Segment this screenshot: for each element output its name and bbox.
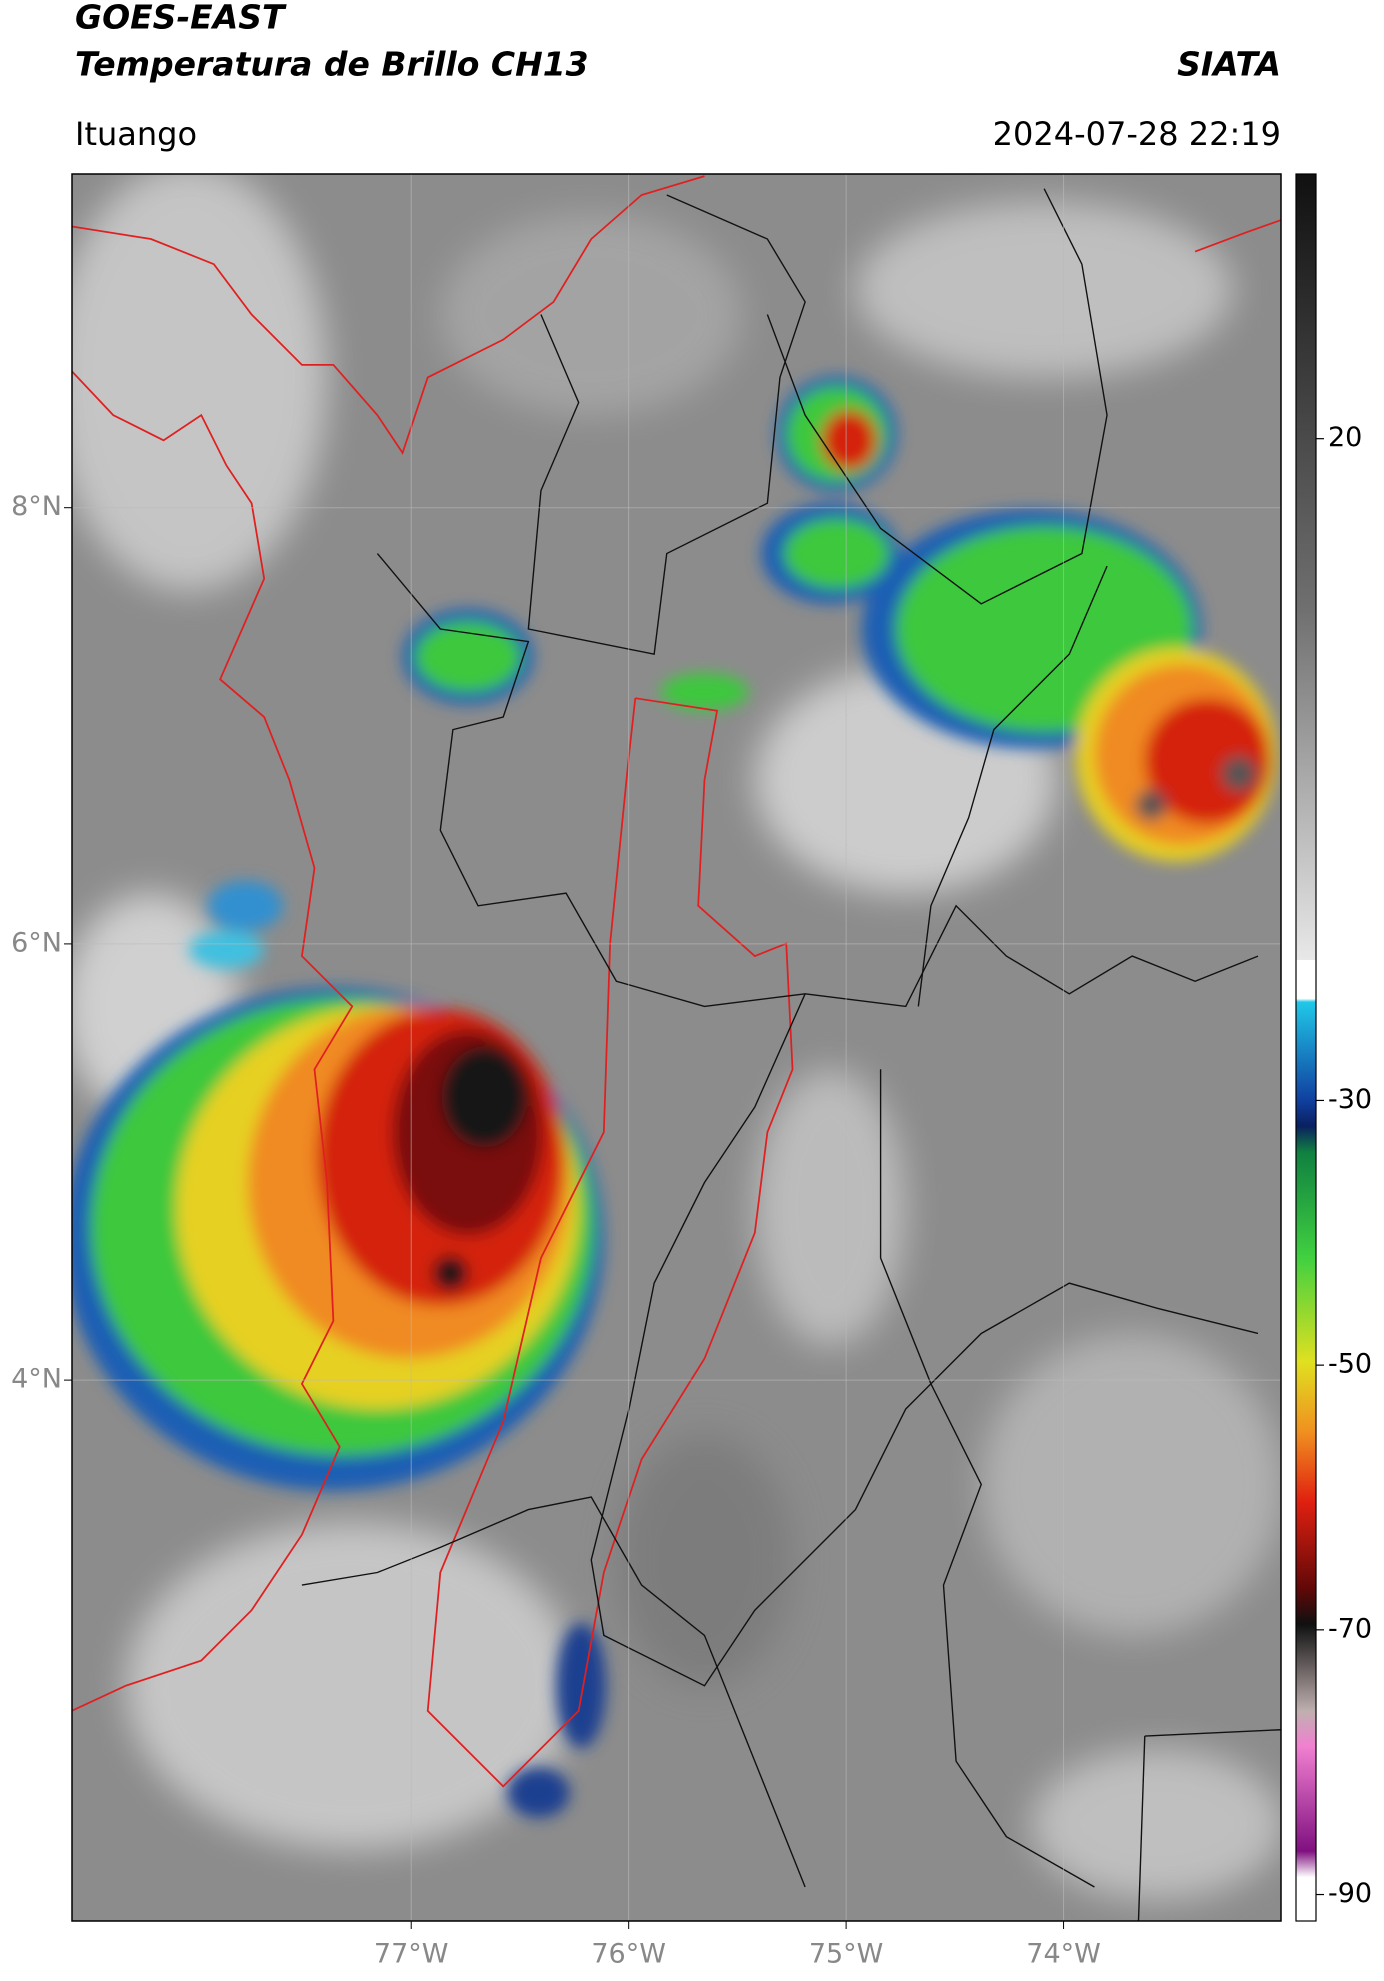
location: Ituango — [75, 115, 197, 153]
y-tick-label: 6°N — [11, 927, 62, 958]
organization: SIATA — [1177, 45, 1281, 84]
x-tick-label: 77°W — [374, 1939, 449, 1970]
x-tick-label: 74°W — [1026, 1939, 1101, 1970]
colorbar — [1295, 173, 1317, 1922]
colorbar-tick-label: -50 — [1328, 1349, 1372, 1380]
y-tick-label: 8°N — [11, 491, 62, 522]
subtitle: Temperatura de Brillo CH13 — [75, 45, 589, 84]
colorbar-tick-label: -70 — [1328, 1613, 1372, 1644]
x-tick-label: 75°W — [809, 1939, 884, 1970]
x-tick-label: 76°W — [591, 1939, 666, 1970]
map-frame — [71, 173, 1282, 1922]
datetime: 2024-07-28 22:19 — [993, 115, 1281, 153]
colorbar-tick-label: -90 — [1328, 1878, 1372, 1909]
colorbar-tick-label: 20 — [1328, 422, 1362, 453]
title: GOES-EAST — [75, 0, 287, 37]
graticule — [72, 174, 1281, 1921]
y-tick-label: 4°N — [11, 1364, 62, 1395]
colorbar-tick-label: -30 — [1328, 1084, 1372, 1115]
map-image — [72, 174, 1281, 1921]
